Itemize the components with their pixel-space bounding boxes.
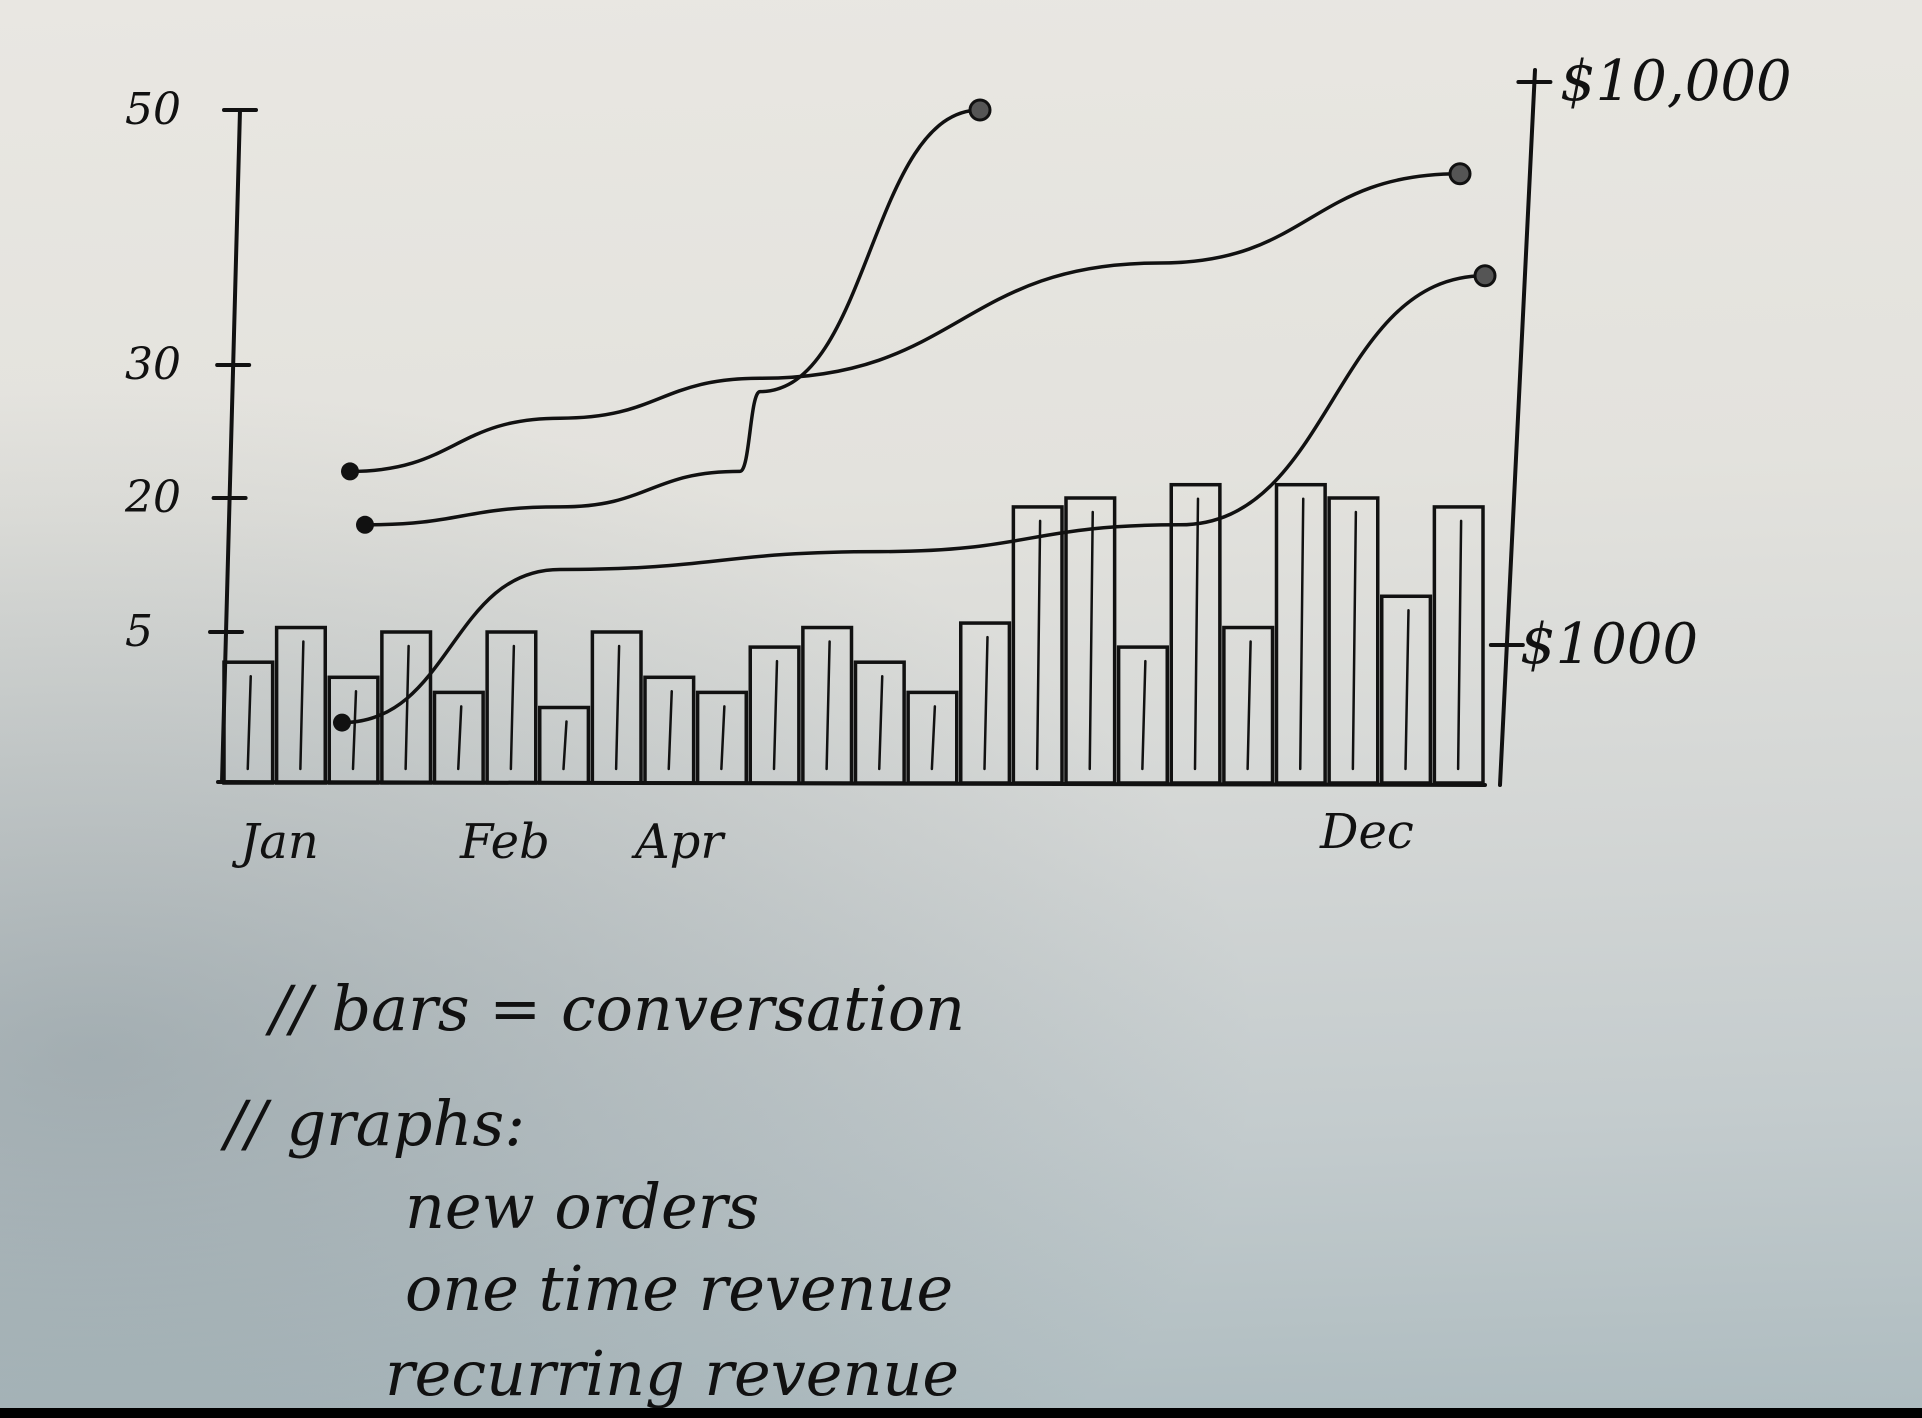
bar-hatch — [299, 640, 305, 771]
right-axis-tick-label: $1000 — [1520, 612, 1698, 677]
bar-hatch — [1351, 510, 1358, 771]
bar-hatch — [930, 705, 937, 771]
bar-hatch — [614, 644, 621, 771]
left-axis-ticks: 5 20 30 50 — [124, 84, 258, 657]
bar-hatch — [983, 635, 989, 771]
right-axis — [1498, 68, 1537, 787]
bar-hatch — [1035, 519, 1042, 771]
line-start-point — [356, 515, 374, 534]
x-tick-label: Dec — [1319, 804, 1414, 860]
bar-hatch — [1246, 640, 1252, 771]
bar — [1011, 505, 1064, 785]
bar — [643, 675, 696, 785]
line-series — [348, 172, 1462, 474]
left-axis-tick-label: 50 — [125, 84, 181, 135]
left-axis-tick-label: 5 — [125, 606, 153, 657]
bar — [432, 690, 485, 785]
bar — [538, 705, 591, 785]
line-series — [340, 274, 1487, 725]
x-tick-label: Jan — [231, 814, 319, 870]
line-end-point — [968, 98, 992, 122]
bar-hatch — [667, 690, 673, 771]
bar-hatch — [772, 659, 779, 771]
note-one-time-revenue: one time revenue — [405, 1252, 953, 1325]
line-start-point — [333, 713, 351, 732]
x-tick-label: Apr — [631, 814, 726, 870]
bar-hatch — [509, 644, 516, 771]
note-recurring-revenue: recurring revenue — [385, 1337, 959, 1408]
line-end-point — [1448, 162, 1472, 186]
left-axis-tick-label: 30 — [125, 339, 181, 390]
bar-series — [222, 482, 1485, 785]
bar-hatch — [351, 690, 358, 771]
note-bars: // bars = conversation — [265, 972, 965, 1045]
bar — [853, 660, 906, 785]
bar-hatch — [246, 674, 252, 771]
bar-hatch — [404, 644, 410, 771]
bar — [1222, 625, 1275, 785]
bar-hatch — [1298, 497, 1305, 771]
bar — [327, 675, 380, 785]
bar — [590, 630, 643, 785]
bar — [1327, 496, 1380, 785]
bar — [695, 690, 748, 785]
bar — [1116, 645, 1169, 785]
bar-hatch — [1141, 659, 1147, 771]
bar — [801, 625, 854, 785]
line-end-point — [1473, 264, 1497, 288]
line-start-point — [341, 462, 359, 481]
bar — [274, 625, 327, 785]
bar — [1274, 482, 1327, 785]
bar — [1380, 594, 1433, 785]
bar — [380, 630, 433, 785]
bar-hatch — [877, 674, 884, 771]
bar-hatch — [1404, 609, 1410, 771]
bar-hatch — [720, 705, 726, 771]
bar — [1064, 496, 1117, 785]
bar — [959, 621, 1012, 785]
bar-hatch — [1456, 519, 1463, 771]
bar — [906, 690, 959, 785]
bar — [1432, 505, 1485, 785]
line-series — [363, 108, 982, 527]
x-tick-label: Feb — [459, 814, 550, 870]
bar — [222, 660, 275, 785]
bar-hatch — [825, 640, 831, 771]
bar-hatch — [1193, 497, 1200, 771]
bar — [748, 645, 801, 785]
bar-hatch — [456, 705, 463, 771]
right-axis-ticks: $1000 $10,000 — [1488, 49, 1792, 677]
right-axis-tick-label: $10,000 — [1560, 49, 1792, 114]
note-graphs: // graphs: — [220, 1087, 525, 1160]
bar — [485, 630, 538, 785]
bar-hatch — [1088, 510, 1094, 771]
bar — [1169, 482, 1222, 785]
line-series-group — [333, 98, 1497, 732]
left-axis-tick-label: 20 — [124, 472, 181, 523]
bar-hatch — [562, 720, 568, 771]
note-new-orders: new orders — [405, 1170, 759, 1243]
